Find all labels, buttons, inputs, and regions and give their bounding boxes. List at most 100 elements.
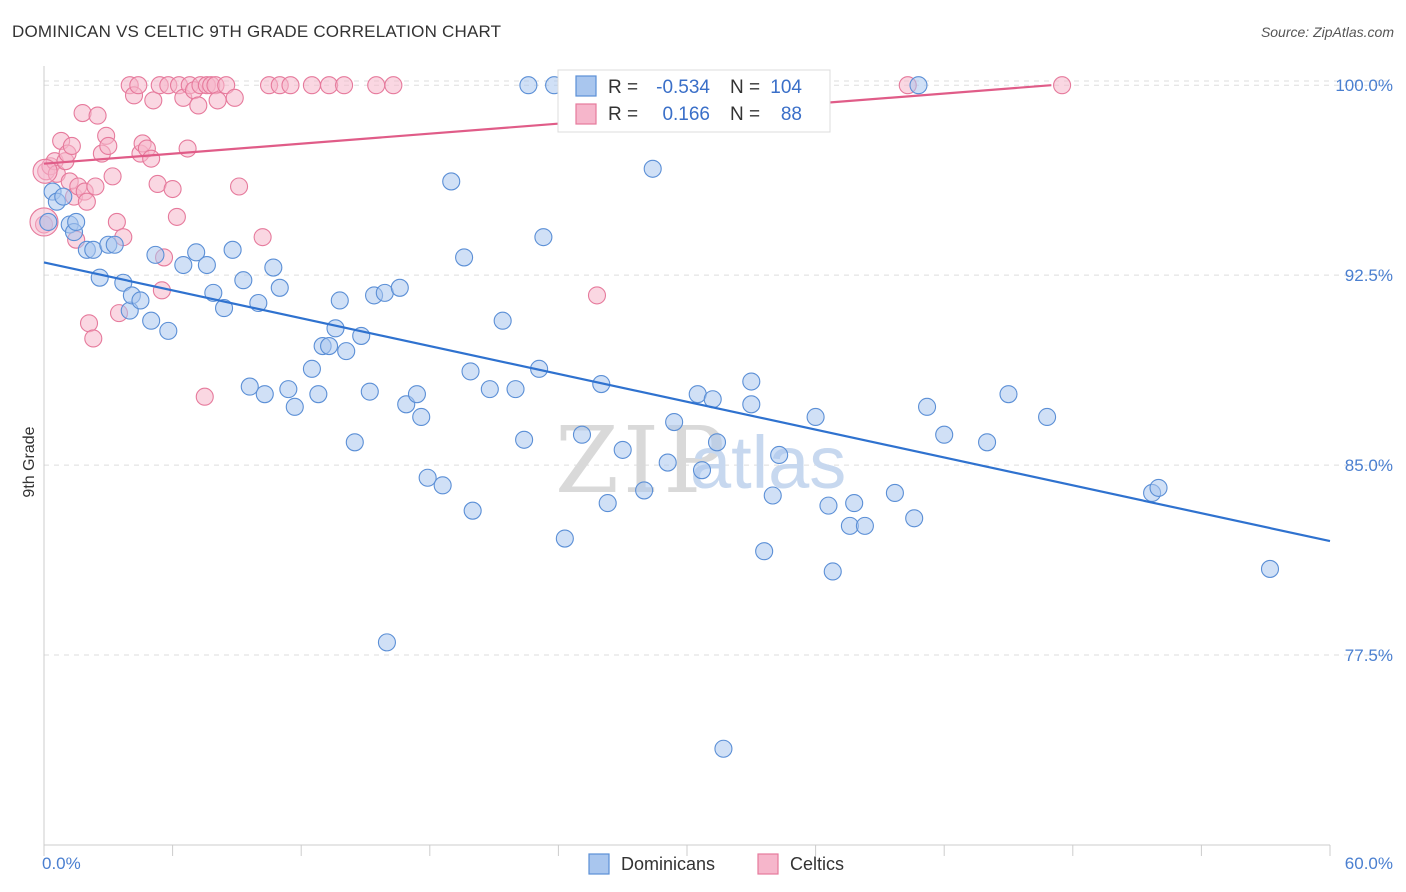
dominicans-point-9 [90, 268, 109, 287]
celtics-point-61 [302, 76, 321, 95]
dominicans-point-64 [555, 529, 574, 548]
dominicans-point-89 [855, 516, 874, 535]
dominicans-point-86 [823, 562, 842, 581]
dominicans-point-21 [197, 255, 216, 275]
y-tick-labels: 77.5% 85.0% 92.5% 100.0% [1335, 76, 1393, 665]
celtics-point-33 [142, 149, 161, 168]
dominicans-point-0 [39, 212, 58, 232]
celtics-point-49 [195, 387, 214, 406]
dominicans-points [39, 76, 1280, 758]
celtics-point-large-2 [32, 158, 58, 184]
bottom-legend-swatch-dominicans [588, 853, 610, 875]
dominicans-point-25 [234, 271, 253, 290]
legend-n-label-2: N = [730, 104, 760, 125]
chart-title: DOMINICAN VS CELTIC 9TH GRADE CORRELATIO… [12, 22, 502, 41]
dominicans-point-49 [412, 407, 431, 427]
dominicans-point-50 [418, 468, 437, 487]
celtics-point-62 [320, 76, 339, 95]
dominicans-point-96 [999, 385, 1018, 404]
dominicans-point-28 [255, 385, 274, 404]
celtics-point-64 [367, 76, 386, 95]
dominicans-point-65 [572, 425, 592, 444]
celtics-point-65 [384, 76, 403, 95]
celtics-point-63 [335, 76, 354, 95]
dominicans-point-60 [519, 76, 538, 95]
dominicans-point-59 [515, 430, 534, 449]
dominicans-point-57 [493, 311, 512, 330]
celtics-trend-line [43, 84, 1052, 165]
celtics-point-19 [88, 106, 107, 125]
dominicans-point-3 [54, 187, 73, 206]
axes [43, 66, 1331, 856]
dominicans-point-97 [1038, 407, 1057, 427]
bottom-legend-label-dominicans: Dominicans [621, 854, 715, 874]
dominicans-point-83 [770, 445, 789, 465]
dominicans-point-90 [885, 483, 904, 503]
trend-lines [43, 84, 1331, 543]
x-tick-label-1: 60.0% [1345, 854, 1393, 873]
dominicans-point-29 [264, 258, 283, 277]
celtics-point-55 [225, 88, 244, 107]
dominicans-point-79 [742, 372, 761, 391]
celtics-point-44 [178, 139, 197, 158]
dominicans-point-37 [326, 319, 345, 338]
dominicans-point-55 [463, 501, 482, 520]
dominicans-point-87 [840, 516, 859, 535]
dominicans-point-48 [407, 385, 426, 404]
dominicans-point-71 [658, 453, 677, 472]
celtics-point-35 [148, 174, 167, 194]
dominicans-point-19 [174, 255, 193, 275]
dominicans-point-45 [377, 633, 396, 652]
celtics-point-15 [77, 192, 96, 211]
dominicans-point-32 [285, 397, 304, 416]
celtics-point-40 [163, 179, 182, 199]
dominicans-point-23 [214, 299, 234, 318]
dominicans-point-40 [345, 433, 364, 452]
y-tick-label-2: 92.5% [1345, 266, 1393, 285]
celtics-point-22 [99, 136, 118, 156]
dominicans-point-51 [433, 476, 452, 495]
dominicans-point-38 [330, 291, 349, 310]
bottom-legend: Dominicans Celtics [588, 853, 844, 875]
dominicans-point-74 [692, 461, 712, 480]
dominicans-point-76 [707, 433, 727, 452]
bottom-legend-swatch-celtics [757, 853, 779, 875]
legend-n-value-2: 88 [781, 104, 802, 125]
dominicans-point-85 [819, 496, 838, 515]
celtics-point-60 [281, 76, 300, 95]
dominicans-point-84 [806, 407, 825, 427]
dominicans-point-58 [506, 380, 525, 399]
legend-r-value-2: 0.166 [662, 104, 710, 125]
dominicans-point-36 [320, 337, 339, 356]
dominicans-point-17 [146, 245, 165, 264]
dominicans-point-80 [742, 395, 761, 414]
dominicans-point-26 [240, 377, 259, 396]
dominicans-point-56 [480, 380, 499, 399]
dominicans-point-68 [613, 440, 632, 459]
celtics-point-57 [253, 228, 272, 247]
celtics-point-53 [208, 91, 227, 110]
dominicans-point-62 [534, 228, 553, 247]
dominicans-point-18 [159, 321, 178, 340]
celtics-point-47 [189, 96, 208, 115]
dominicans-point-33 [302, 359, 321, 378]
legend-r-value-1: -0.534 [656, 77, 710, 98]
dominicans-point-100 [1260, 559, 1280, 578]
dominicans-point-93 [918, 397, 937, 416]
dominicans-point-94 [935, 425, 954, 444]
y-tick-label-0: 77.5% [1345, 646, 1393, 665]
legend-n-value-1: 104 [770, 77, 802, 98]
celtics-point-16 [79, 314, 99, 333]
dominicans-point-11 [105, 235, 124, 254]
x-tick-labels: 0.0% 60.0% [42, 854, 1393, 873]
x-tick-label-0: 0.0% [42, 854, 81, 873]
dominicans-point-34 [309, 385, 328, 404]
dominicans-point-42 [360, 382, 379, 401]
dominicans-point-67 [598, 494, 617, 513]
dominicans-point-16 [142, 311, 161, 330]
celtics-point-13 [73, 104, 92, 123]
dominicans-trend-line [43, 261, 1331, 543]
legend-swatch-dominicans [575, 75, 597, 97]
dominicans-point-77 [714, 739, 733, 758]
